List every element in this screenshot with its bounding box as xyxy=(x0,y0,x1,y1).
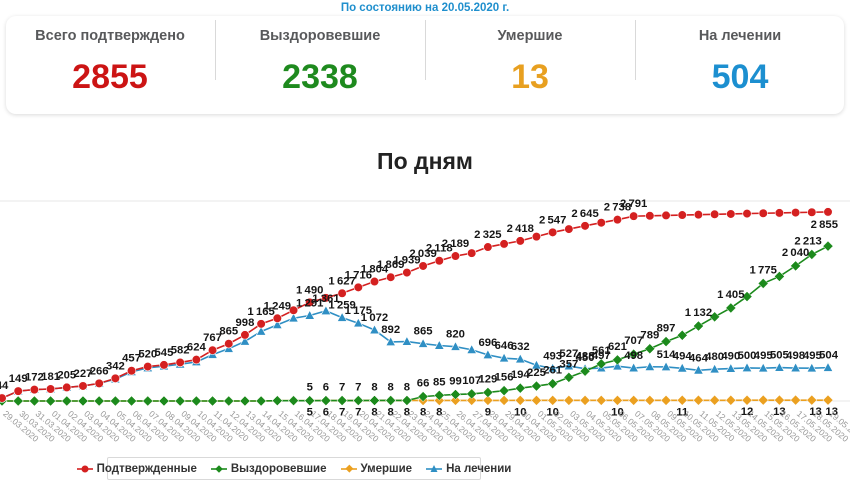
svg-text:2 040: 2 040 xyxy=(782,247,809,259)
svg-text:44: 44 xyxy=(0,380,9,392)
svg-text:498: 498 xyxy=(624,350,643,362)
svg-text:2 213: 2 213 xyxy=(794,235,821,247)
svg-text:7: 7 xyxy=(339,382,345,394)
svg-text:2 791: 2 791 xyxy=(620,198,647,210)
svg-text:892: 892 xyxy=(381,324,400,336)
svg-text:7: 7 xyxy=(355,382,361,394)
svg-text:99: 99 xyxy=(449,375,462,387)
svg-text:2 645: 2 645 xyxy=(571,208,598,220)
svg-text:5: 5 xyxy=(307,382,313,394)
svg-text:1 249: 1 249 xyxy=(264,300,291,312)
svg-text:6: 6 xyxy=(323,382,329,394)
svg-text:2 855: 2 855 xyxy=(811,219,838,231)
svg-text:2 325: 2 325 xyxy=(474,229,501,241)
svg-text:897: 897 xyxy=(657,323,676,335)
svg-text:8: 8 xyxy=(388,381,394,393)
svg-text:66: 66 xyxy=(417,378,430,390)
svg-text:632: 632 xyxy=(511,341,530,353)
svg-text:2 189: 2 189 xyxy=(442,238,469,250)
svg-text:2 418: 2 418 xyxy=(507,223,534,235)
svg-text:820: 820 xyxy=(446,329,465,341)
svg-text:8: 8 xyxy=(404,381,410,393)
svg-text:1 132: 1 132 xyxy=(685,307,712,319)
svg-text:1 072: 1 072 xyxy=(361,312,388,324)
svg-text:865: 865 xyxy=(414,326,433,338)
svg-text:2 547: 2 547 xyxy=(539,214,566,226)
svg-text:998: 998 xyxy=(236,317,255,329)
svg-text:504: 504 xyxy=(819,350,839,362)
svg-text:497: 497 xyxy=(592,350,611,362)
svg-text:1 775: 1 775 xyxy=(750,264,777,276)
svg-text:1 405: 1 405 xyxy=(717,289,744,301)
svg-text:85: 85 xyxy=(433,376,446,388)
svg-text:8: 8 xyxy=(371,381,377,393)
